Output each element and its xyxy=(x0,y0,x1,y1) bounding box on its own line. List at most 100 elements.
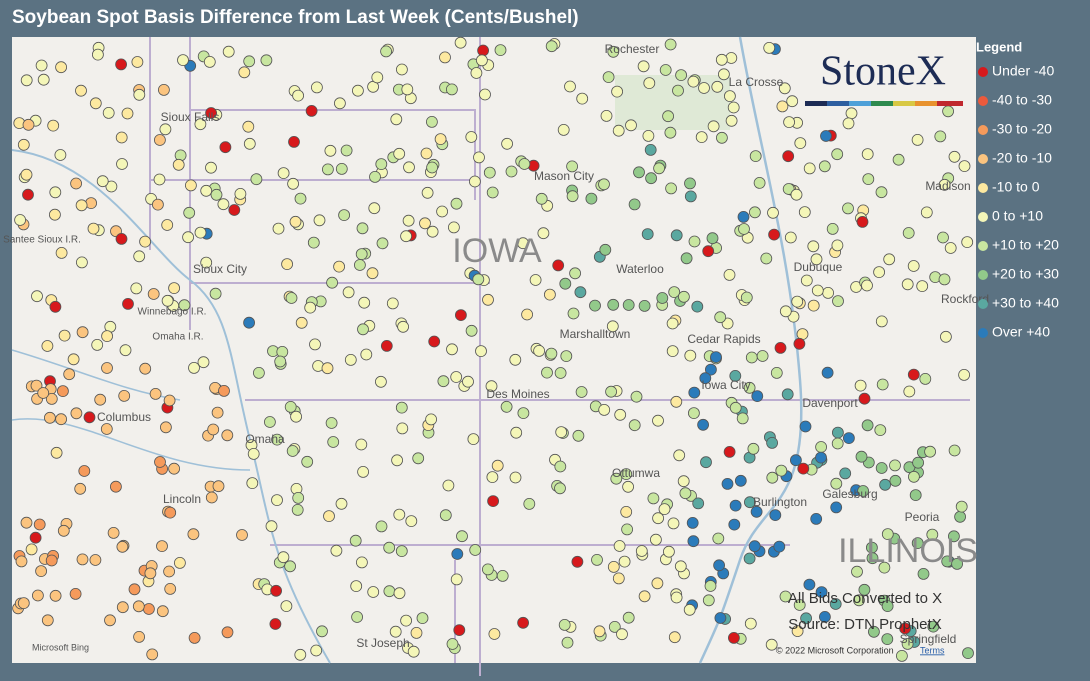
bid-dot xyxy=(368,202,381,215)
bid-dot xyxy=(670,229,683,242)
bid-dot xyxy=(948,150,961,163)
bid-dot xyxy=(760,252,773,265)
bid-dot xyxy=(559,277,572,290)
bid-dot xyxy=(333,260,346,273)
bid-dot xyxy=(133,631,146,643)
bid-dot xyxy=(743,552,756,565)
bid-dot xyxy=(830,501,843,514)
bid-dot xyxy=(807,240,820,253)
place-label: Winnebago I.R. xyxy=(138,307,207,318)
bid-dot xyxy=(911,537,924,549)
bid-dot xyxy=(944,242,957,254)
bid-dot xyxy=(557,123,570,136)
bid-dot xyxy=(366,267,379,280)
bid-dot xyxy=(454,36,467,49)
bid-dot xyxy=(811,284,824,297)
legend-label: -40 to -30 xyxy=(992,92,1052,108)
bid-dot xyxy=(462,375,474,388)
bid-dot xyxy=(395,545,408,557)
place-label: Columbus xyxy=(97,410,151,424)
bid-dot xyxy=(598,178,610,191)
bid-dot xyxy=(395,63,408,76)
bid-dot xyxy=(537,227,550,240)
bid-dot xyxy=(29,531,42,544)
legend-label: Over +40 xyxy=(992,324,1050,340)
bid-dot xyxy=(96,175,109,188)
bid-dot xyxy=(307,236,320,249)
bid-dot xyxy=(745,351,758,364)
bid-dot xyxy=(779,305,792,318)
bid-dot xyxy=(842,202,854,215)
bid-dot xyxy=(234,187,247,200)
bid-dot xyxy=(416,612,429,624)
bid-dot xyxy=(517,237,529,250)
bid-dot xyxy=(41,614,54,627)
bid-dot xyxy=(421,186,434,199)
bid-dot xyxy=(335,497,348,510)
bid-dot xyxy=(567,307,580,320)
bid-dot xyxy=(289,215,302,228)
bid-dot xyxy=(439,51,451,64)
bid-dot xyxy=(679,487,692,500)
bid-dot xyxy=(798,206,811,219)
bid-dot xyxy=(450,573,463,586)
bid-dot xyxy=(147,288,160,300)
place-label: Omaha I.R. xyxy=(152,332,203,343)
bid-dot xyxy=(22,188,34,201)
place-labels: Rochester La Crosse Sioux Falls Mason City M… xyxy=(3,42,989,650)
bid-dot xyxy=(878,561,891,574)
bid-dot xyxy=(205,161,217,174)
bid-dot xyxy=(428,335,441,348)
bid-dot xyxy=(436,205,449,218)
bid-dot xyxy=(355,556,368,569)
bid-dot xyxy=(652,414,664,427)
bid-dot xyxy=(41,340,54,352)
legend-label: Under -40 xyxy=(992,63,1054,79)
bid-dot xyxy=(958,160,971,173)
bid-dot xyxy=(22,118,35,131)
bid-dot xyxy=(375,158,388,171)
bid-dot xyxy=(294,648,307,661)
bid-dot xyxy=(856,215,869,228)
terms-link[interactable]: Terms xyxy=(920,645,945,655)
bid-dot xyxy=(697,418,709,431)
bid-dot xyxy=(305,105,318,117)
bid-dot xyxy=(277,551,290,564)
bid-dot xyxy=(203,56,216,68)
bid-dot xyxy=(369,170,381,183)
bid-dot xyxy=(209,287,222,300)
bid-dot xyxy=(715,53,728,66)
map-area[interactable] xyxy=(12,37,976,663)
bid-dot xyxy=(743,381,756,394)
bid-dot xyxy=(153,134,166,146)
place-label: Madison xyxy=(925,179,970,193)
bid-dot xyxy=(205,107,218,119)
bid-dot xyxy=(700,456,712,469)
bid-dot xyxy=(744,617,757,630)
bid-dot xyxy=(521,308,533,321)
bid-dot xyxy=(523,497,536,510)
bid-dot xyxy=(149,387,162,400)
bid-dot xyxy=(942,105,954,118)
legend-label: +20 to +30 xyxy=(992,266,1059,282)
bid-dot xyxy=(606,320,619,333)
bid-dot xyxy=(454,309,467,322)
place-label: Galesburg xyxy=(822,487,877,501)
bid-dot xyxy=(633,166,645,179)
bid-dot xyxy=(637,60,650,73)
bid-dot xyxy=(611,85,623,98)
bid-dot xyxy=(69,588,82,600)
bid-dot xyxy=(613,540,626,552)
bid-dot xyxy=(501,137,514,150)
bid-dot xyxy=(115,232,128,245)
bid-dot xyxy=(576,92,589,105)
bid-dot xyxy=(620,468,633,481)
bid-dot xyxy=(130,282,143,295)
legend: Under -40 -40 to -30 -30 to -20 -20 to -10 -… xyxy=(978,63,1059,340)
bid-dot xyxy=(668,631,681,644)
bid-dot xyxy=(598,403,611,416)
bid-dot xyxy=(45,392,58,405)
bid-dot xyxy=(819,611,831,623)
bid-dot xyxy=(786,95,799,108)
bid-dot xyxy=(881,528,894,540)
